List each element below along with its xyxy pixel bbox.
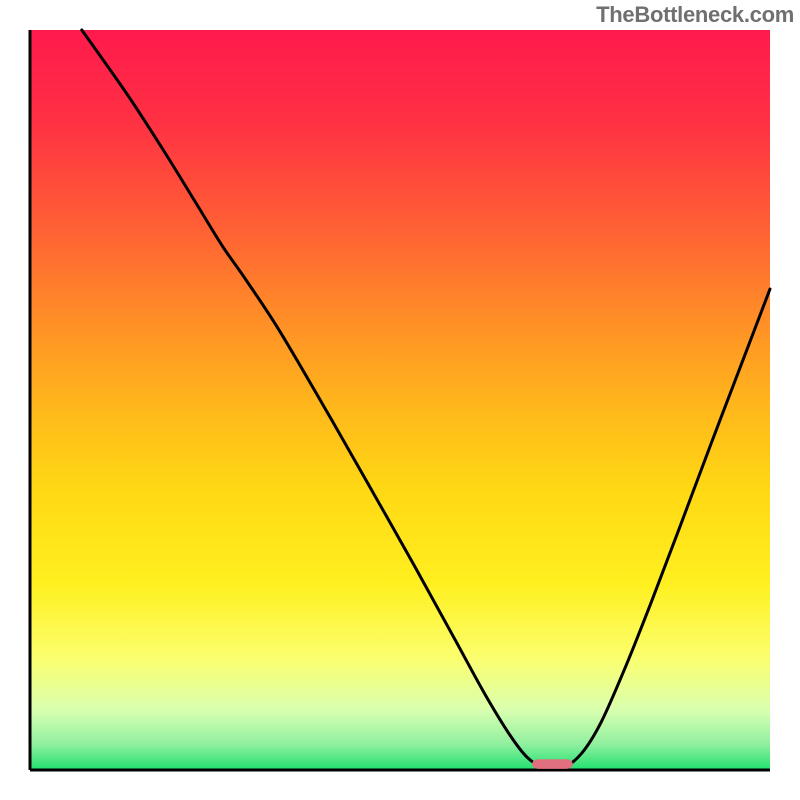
plot-background bbox=[30, 30, 770, 770]
sweet-spot-marker bbox=[532, 759, 573, 769]
watermark-text: TheBottleneck.com bbox=[596, 2, 794, 28]
bottleneck-chart bbox=[0, 0, 800, 800]
chart-root: { "watermark": { "text": "TheBottleneck.… bbox=[0, 0, 800, 800]
